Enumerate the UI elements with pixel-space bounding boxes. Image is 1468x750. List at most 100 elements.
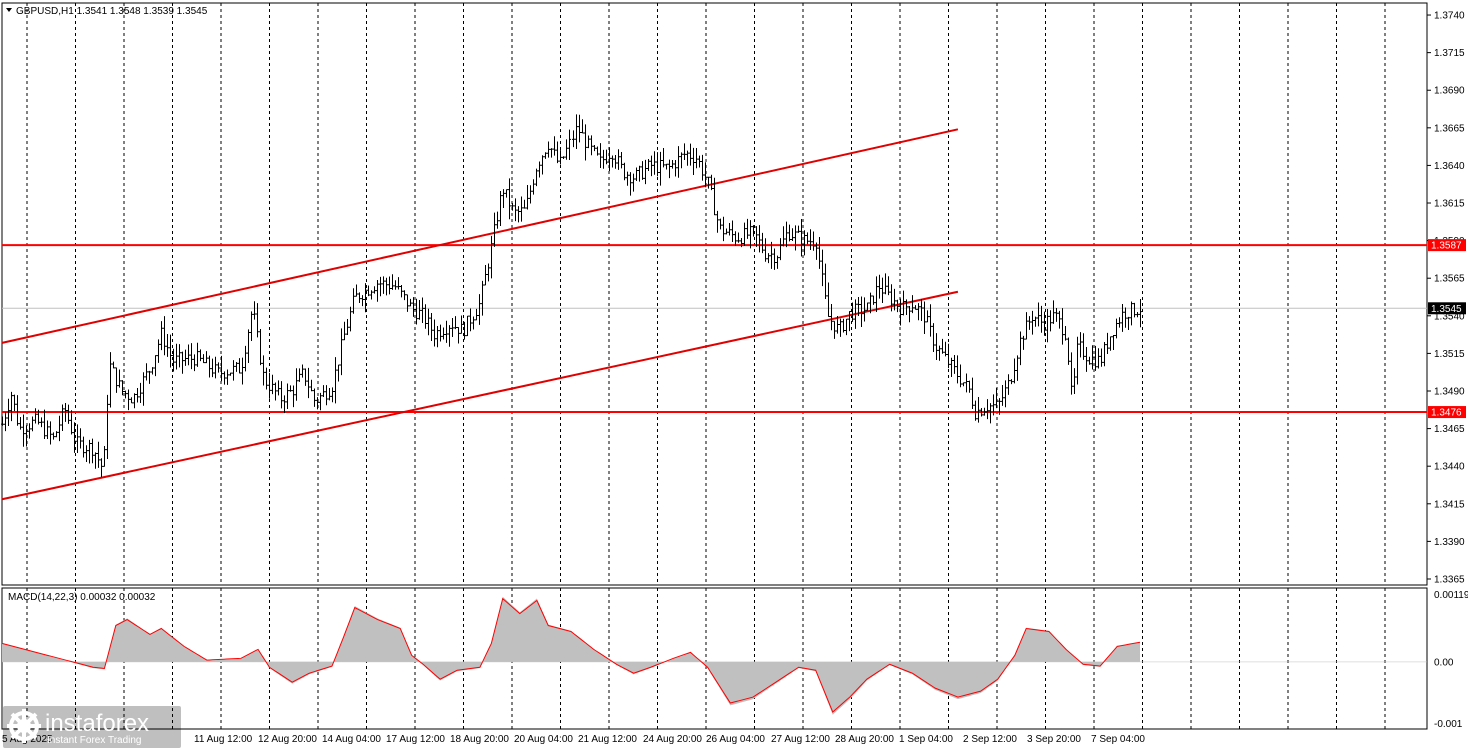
price-bar [974,400,977,421]
price-bar [100,458,103,478]
price-bar [190,343,193,370]
price-bar [1133,302,1136,318]
price-bar [926,310,929,323]
price-bar [884,273,887,295]
price-bar [581,119,584,134]
price-bar [1130,301,1133,326]
price-bar [268,372,271,399]
price-bar [644,159,647,185]
price-bar [851,302,854,322]
price-bar [424,304,427,329]
price-bar [1004,380,1007,408]
price-bar [812,231,815,251]
price-bar [259,328,262,366]
price-bar [541,155,544,175]
price-bar [671,160,674,169]
price-bar [1001,384,1004,406]
price-bar [547,141,550,158]
price-bar [1076,336,1079,385]
price-bar [313,388,316,407]
price-bar [911,295,914,314]
price-bar [355,284,358,297]
price-bar [241,357,244,385]
price-bar [523,199,526,209]
price-bar [214,356,217,379]
price-bar [890,284,893,312]
price-bar [833,320,836,339]
price-bar [749,220,752,249]
price-bar [544,152,547,159]
price-bar [881,277,884,304]
price-bar [635,167,638,182]
price-bar [247,329,250,364]
price-bar [97,441,100,468]
price-bar [430,312,433,341]
x-tick-label: 3 Sep 20:00 [1027,734,1081,745]
price-bar [199,349,202,362]
price-bar [1103,342,1106,367]
price-bar [250,311,253,342]
price-bar [653,151,656,175]
price-bar [584,124,587,161]
y-tick-label: 1.3365 [1434,574,1465,585]
price-bar [445,320,448,343]
price-bar [238,358,241,374]
price-bar [1055,308,1058,322]
price-bar [151,367,154,375]
price-bar [286,383,289,410]
price-bar [43,409,46,439]
price-bar [902,290,905,316]
price-bar [641,161,644,180]
price-bar [73,422,76,453]
price-bar [502,189,505,209]
price-bar [854,299,857,329]
price-bar [725,228,728,235]
price-bar [1,416,4,426]
price-bar [301,364,304,378]
y-tick-label: 1.3490 [1434,387,1465,398]
price-bar [1010,379,1013,385]
price-bar [683,143,686,161]
price-bar [767,253,770,264]
price-bar [782,226,785,247]
price-bar [253,301,256,320]
price-bar [1013,358,1016,384]
price-bar [599,143,602,168]
price-bar [517,206,520,223]
price-bar [947,343,950,369]
macd-y-tick-label: 0.00 [1434,657,1454,668]
level-price-tag [1428,239,1466,252]
price-bar [358,292,361,304]
price-bar [1031,310,1034,335]
price-bar [1040,305,1043,333]
price-bar [325,385,328,406]
price-bar [875,276,878,312]
price-bar [575,114,578,149]
price-bar [172,348,175,372]
price-bar [734,231,737,246]
price-bar [427,308,430,336]
price-bar [421,297,424,323]
price-bar [514,198,517,222]
price-bar [695,147,698,169]
price-bar [442,327,445,340]
price-bar [986,399,989,420]
price-bar [992,394,995,416]
channel-line-upper [1,128,959,344]
price-bar [1052,300,1055,324]
price-bar [1061,308,1064,345]
y-tick-label: 1.3740 [1434,11,1465,22]
price-bar [457,326,460,344]
price-bar [938,345,941,361]
price-bar [88,439,91,464]
price-bar [91,438,94,464]
price-bar [758,225,761,253]
price-bar [1046,309,1049,343]
price-bar [839,318,842,337]
price-bar [235,361,238,372]
price-bar [70,410,73,435]
price-bar [142,372,145,406]
price-bar [659,151,662,186]
price-bar [677,146,680,178]
price-bar [1058,310,1061,329]
